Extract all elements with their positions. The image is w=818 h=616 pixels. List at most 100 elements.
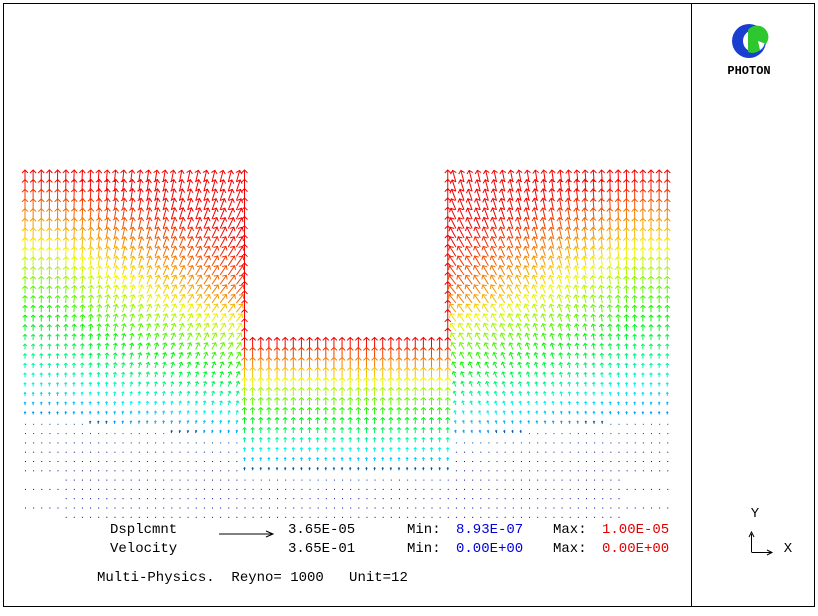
vector-arrow xyxy=(74,452,75,453)
vector-arrow xyxy=(318,498,319,499)
vector-arrow xyxy=(66,470,67,471)
vector-arrow xyxy=(245,517,246,518)
vector-arrow xyxy=(448,508,449,509)
vector-arrow xyxy=(570,442,571,443)
vector-arrow xyxy=(66,517,67,518)
vector-arrow xyxy=(497,452,498,453)
vector-arrow xyxy=(529,489,530,490)
vector-arrow xyxy=(66,424,67,425)
vector-arrow xyxy=(480,498,481,499)
vector-arrow xyxy=(635,452,636,453)
vector-arrow xyxy=(497,517,498,518)
vector-arrow xyxy=(114,480,115,481)
y-axis-label: Y xyxy=(751,506,760,522)
vector-arrow xyxy=(594,470,595,471)
vector-arrow xyxy=(618,237,619,247)
vector-arrow xyxy=(553,442,554,443)
vector-arrow xyxy=(537,442,538,443)
vector-arrow xyxy=(114,470,115,471)
vector-arrow xyxy=(440,517,441,518)
vector-arrow xyxy=(407,517,408,518)
vector-arrow xyxy=(106,433,107,434)
vector-arrow xyxy=(179,508,180,509)
vector-arrow xyxy=(618,433,619,434)
vector-arrow xyxy=(570,517,571,518)
vector-arrow xyxy=(659,424,660,425)
vector-arrow xyxy=(545,442,546,443)
vector-arrow xyxy=(98,508,99,509)
vector-arrow xyxy=(98,498,99,499)
min-value: 0.00E+00 xyxy=(456,541,523,557)
vector-arrow xyxy=(602,517,603,518)
vector-arrow xyxy=(627,442,628,443)
vector-arrow xyxy=(106,461,107,462)
vector-arrow xyxy=(505,480,506,481)
vector-arrow xyxy=(472,461,473,462)
vector-arrow xyxy=(171,442,172,443)
vector-arrow xyxy=(204,480,205,481)
vector-arrow xyxy=(448,498,449,499)
vector-arrow xyxy=(196,461,197,462)
vector-arrow xyxy=(562,433,563,434)
vector-arrow xyxy=(106,442,107,443)
vector-arrow xyxy=(407,489,408,490)
vector-arrow xyxy=(651,508,652,509)
max-value: 1.00E-05 xyxy=(602,522,669,538)
vector-arrow xyxy=(147,452,148,453)
vector-arrow xyxy=(480,480,481,481)
vector-arrow xyxy=(58,452,59,453)
vector-arrow xyxy=(448,517,449,518)
vector-arrow xyxy=(358,480,359,481)
vector-arrow xyxy=(513,489,514,490)
vector-arrow xyxy=(586,452,587,453)
vector-arrow xyxy=(74,461,75,462)
vector-arrow xyxy=(139,508,140,509)
vector-arrow xyxy=(114,508,115,509)
vector-arrow xyxy=(228,480,229,481)
vector-arrow xyxy=(106,480,107,481)
vector-arrow xyxy=(651,461,652,462)
vector-arrow xyxy=(375,517,376,518)
vector-arrow xyxy=(196,489,197,490)
legend-scale: 3.65E-01 xyxy=(288,541,355,557)
vector-arrow xyxy=(155,498,156,499)
vector-arrow xyxy=(659,461,660,462)
vector-arrow xyxy=(277,508,278,509)
vector-arrow xyxy=(545,461,546,462)
vector-arrow xyxy=(285,489,286,490)
vector-arrow xyxy=(58,461,59,462)
vector-arrow xyxy=(448,480,449,481)
vector-arrow xyxy=(293,480,294,481)
vector-arrow xyxy=(594,442,595,443)
vector-arrow xyxy=(529,517,530,518)
vector-arrow xyxy=(90,461,91,462)
vector-arrow xyxy=(602,498,603,499)
vector-arrow xyxy=(212,452,213,453)
vector-arrow xyxy=(472,442,473,443)
vector-arrow xyxy=(131,442,132,443)
vector-arrow xyxy=(147,489,148,490)
vector-arrow xyxy=(212,480,213,481)
vector-arrow xyxy=(74,442,75,443)
vector-arrow xyxy=(204,517,205,518)
vector-arrow xyxy=(196,508,197,509)
vector-arrow xyxy=(196,517,197,518)
vector-arrow xyxy=(228,452,229,453)
vector-arrow xyxy=(66,257,67,266)
vector-arrow xyxy=(537,480,538,481)
vector-arrow xyxy=(618,218,619,228)
vector-arrow xyxy=(33,442,34,443)
vector-arrow xyxy=(220,489,221,490)
vector-arrow xyxy=(236,517,237,518)
vector-arrow xyxy=(545,452,546,453)
vector-arrow xyxy=(106,470,107,471)
vector-arrow xyxy=(651,470,652,471)
vector-arrow xyxy=(285,508,286,509)
vector-arrow xyxy=(497,480,498,481)
vector-arrow xyxy=(456,470,457,471)
vector-arrow xyxy=(179,452,180,453)
vector-arrow xyxy=(188,461,189,462)
vector-arrow xyxy=(610,442,611,443)
vector-arrow xyxy=(618,247,619,256)
